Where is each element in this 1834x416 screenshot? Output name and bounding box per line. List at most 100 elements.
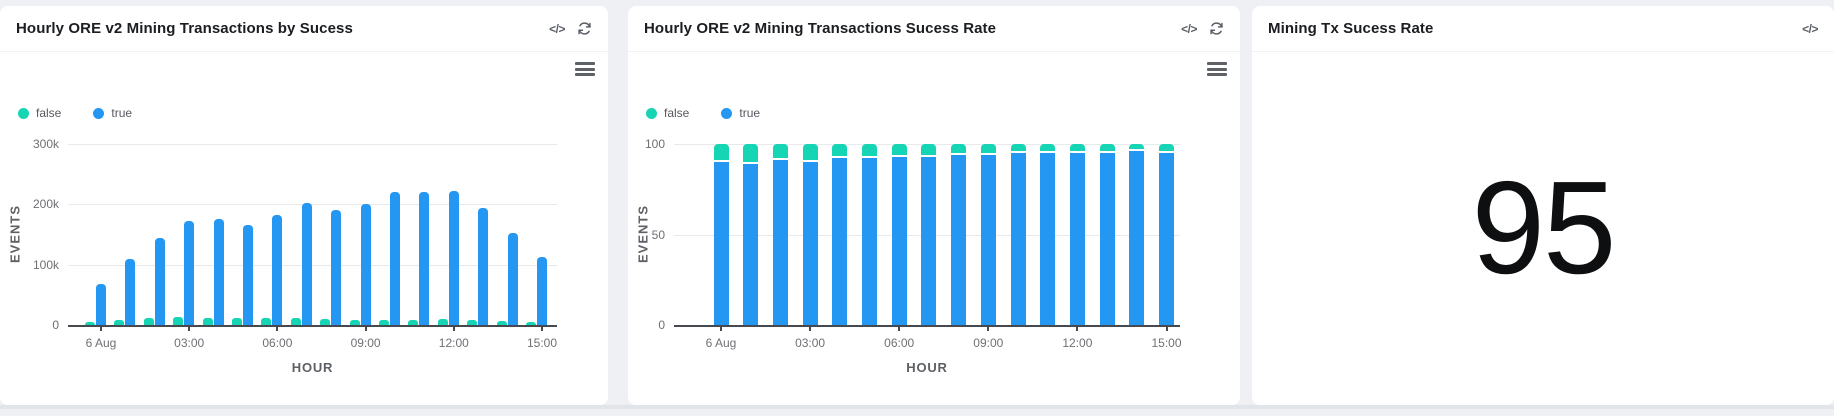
y-axis-title: EVENTS (7, 204, 23, 264)
legend-item-true[interactable]: true (93, 106, 132, 120)
stat-value: 95 (1471, 154, 1617, 301)
bar-false (1129, 144, 1145, 152)
x-axis-tick-label: 15:00 (526, 336, 558, 350)
code-icon[interactable]: </> (1181, 21, 1197, 36)
panel-toolbar: </> (1802, 22, 1818, 36)
legend-item-true[interactable]: true (721, 106, 760, 120)
bar-true (1040, 153, 1056, 325)
bar-false (379, 320, 389, 325)
bar-false (713, 144, 729, 163)
bar-true (448, 191, 459, 325)
x-axis-tick-label: 03:00 (795, 336, 826, 350)
legend-item-false[interactable]: false (18, 106, 61, 120)
bar-true (419, 192, 430, 325)
bar-false (85, 321, 95, 325)
bar-true (331, 210, 342, 325)
bar-true (390, 192, 400, 325)
bar-false (467, 320, 478, 325)
bar-true (862, 158, 877, 325)
bar-false (261, 317, 272, 325)
x-axis-tick-label: 15:00 (1151, 336, 1182, 350)
bar-true (1159, 153, 1174, 325)
y-axis-title: EVENTS (635, 204, 651, 264)
panel-header: Mining Tx Sucess Rate </> (1252, 6, 1834, 52)
bar-true (272, 215, 283, 325)
menu-icon[interactable] (1207, 62, 1227, 79)
bar-false (202, 318, 213, 325)
gridline (68, 144, 557, 145)
bar-false (437, 318, 448, 325)
bar-true (1069, 153, 1085, 325)
bar-false (526, 321, 536, 325)
legend-label: false (36, 106, 62, 120)
bar-true (832, 158, 848, 325)
chart-legend: false true (18, 106, 132, 120)
bar-false (114, 319, 125, 325)
x-axis-tick-label: 6 Aug (85, 336, 117, 350)
y-axis-tick-label: 0 (52, 318, 59, 332)
panel-header: Hourly ORE v2 Mining Transactions Sucess… (628, 6, 1240, 52)
legend-dot-false (18, 107, 29, 119)
bar-false (143, 318, 154, 325)
refresh-icon[interactable] (1209, 21, 1224, 36)
code-icon[interactable]: </> (549, 21, 565, 36)
bar-false (496, 321, 507, 325)
bar-true (921, 156, 937, 325)
bar-false (173, 316, 184, 325)
x-axis-tick (364, 325, 367, 331)
y-axis-tick-label: 300k (32, 137, 59, 151)
y-axis-tick-label: 0 (658, 318, 665, 332)
legend-label: true (111, 106, 133, 120)
bar-true (1099, 153, 1115, 325)
x-axis-tick-label: 12:00 (1062, 336, 1093, 350)
gridline (68, 204, 557, 206)
bar-true (1129, 151, 1145, 325)
x-axis-tick (188, 325, 191, 331)
y-axis-tick-label: 200k (32, 197, 59, 212)
x-axis-tick-label: 12:00 (438, 336, 469, 350)
bar-false (980, 144, 996, 155)
code-icon[interactable]: </> (1802, 21, 1818, 36)
dashboard-row: Hourly ORE v2 Mining Transactions by Suc… (0, 6, 1834, 405)
bar-false (1010, 144, 1026, 154)
x-axis-tick (276, 325, 279, 331)
menu-icon[interactable] (575, 62, 595, 79)
x-axis-tick (452, 325, 455, 331)
x-axis-tick (1165, 325, 1168, 331)
x-axis-title: HOUR (906, 360, 948, 375)
bar-false (408, 320, 419, 325)
x-axis-tick (100, 325, 102, 331)
bar-true (891, 156, 907, 325)
x-axis-tick (898, 325, 901, 331)
gridline (68, 264, 557, 266)
x-axis-tick (720, 325, 722, 331)
bar-false (832, 144, 848, 159)
x-axis-tick-label: 06:00 (262, 336, 293, 350)
bar-true (243, 225, 253, 325)
bar-false (862, 144, 877, 159)
panel-toolbar: </> (1181, 21, 1224, 36)
bar-false (951, 144, 967, 155)
refresh-icon[interactable] (577, 21, 592, 36)
legend-dot-true (721, 107, 733, 119)
panel-toolbar: </> (549, 21, 592, 36)
legend-dot-false (646, 107, 657, 119)
x-axis-tick (1076, 325, 1079, 331)
panel-transactions-by-success: Hourly ORE v2 Mining Transactions by Suc… (0, 6, 608, 405)
bar-false (290, 318, 301, 325)
x-axis-tick-label: 03:00 (174, 336, 205, 350)
x-axis-tick-label: 09:00 (973, 336, 1004, 350)
panel-success-rate-stat: Mining Tx Sucess Rate </> 95 (1252, 6, 1834, 405)
bar-true (802, 162, 818, 325)
bar-true (772, 160, 788, 325)
x-axis-tick (541, 325, 543, 331)
panel-title: Hourly ORE v2 Mining Transactions by Suc… (16, 20, 353, 37)
bar-true (478, 207, 489, 325)
legend-item-false[interactable]: false (646, 106, 689, 120)
bar-true (1010, 153, 1026, 325)
x-axis-tick-label: 09:00 (350, 336, 381, 350)
x-axis-line (674, 325, 1180, 327)
panel-title: Hourly ORE v2 Mining Transactions Sucess… (644, 20, 997, 37)
bar-false (743, 144, 759, 164)
stat-body: 95 (1252, 52, 1834, 404)
